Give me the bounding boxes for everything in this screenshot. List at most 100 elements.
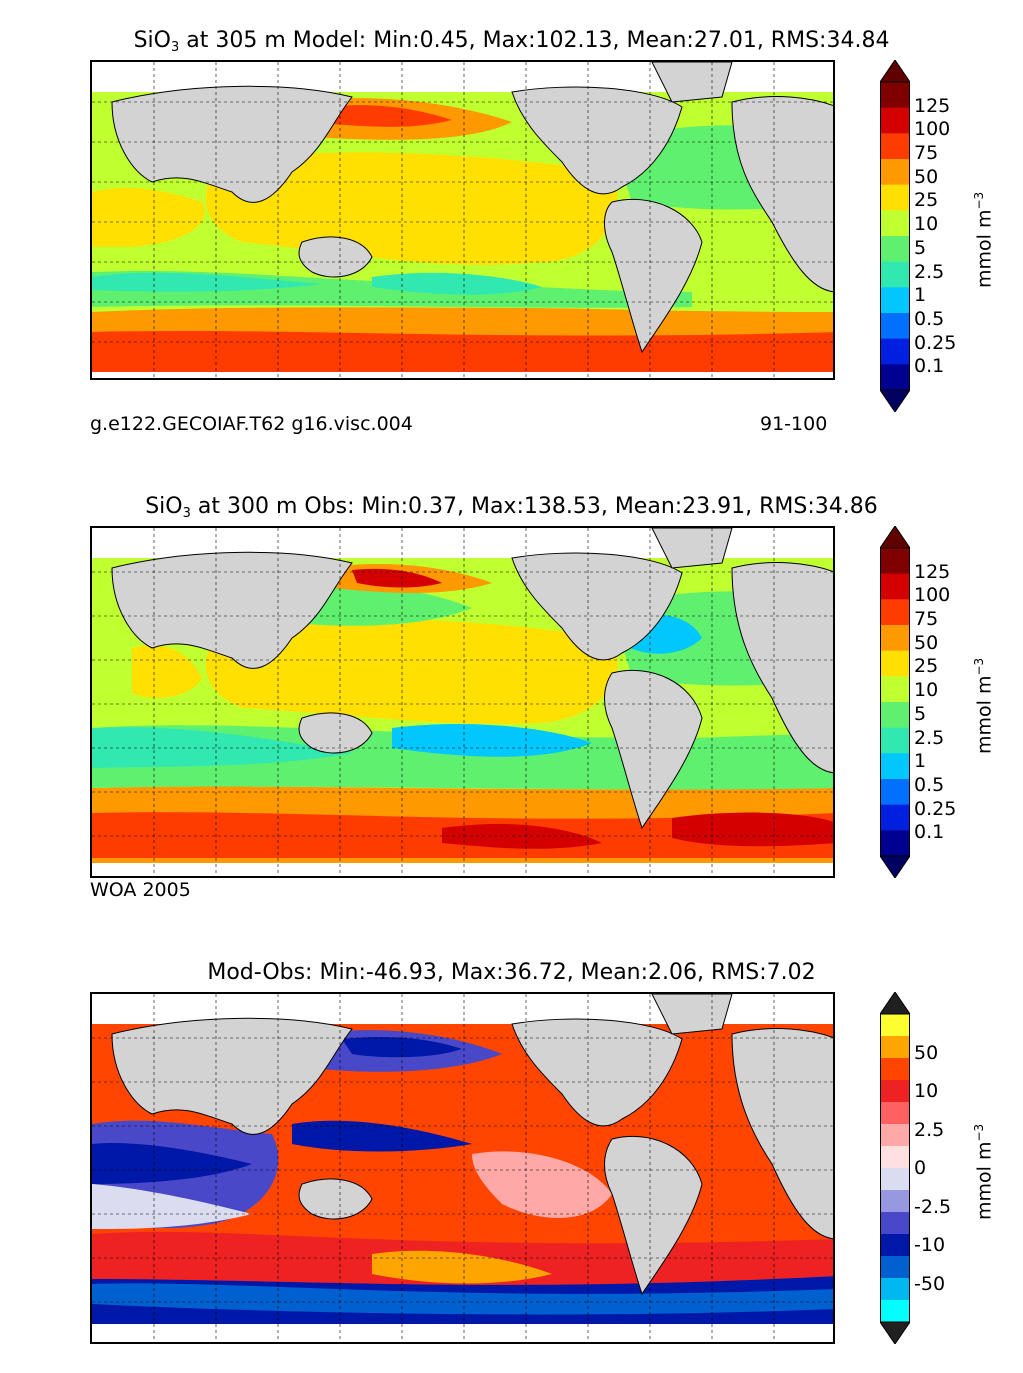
colorbar-1-svg <box>879 59 911 413</box>
colorbar-tick-label: 25 <box>914 655 939 678</box>
australia-land <box>298 712 373 754</box>
africa-europe-land <box>731 96 833 293</box>
panel-2-grid <box>92 528 833 876</box>
colorbar-tick-label: 5 <box>914 702 927 725</box>
colorbar-segment <box>880 159 910 186</box>
colorbar-segment <box>880 804 910 831</box>
colorbar-segment <box>880 287 910 314</box>
colorbar-extend-top <box>879 525 911 549</box>
south-indian-low <box>92 272 322 292</box>
colorbar-tick-label: 0.25 <box>914 797 957 820</box>
colorbar-segment <box>880 702 910 729</box>
south-pacific-low <box>392 723 592 757</box>
colorbar-segment <box>880 1124 910 1147</box>
panel-2-map <box>90 526 835 878</box>
colorbar-segment <box>880 779 910 806</box>
colorbar-extend-top <box>879 59 911 83</box>
colorbar-3-unit: mmol m−3 <box>972 1123 996 1220</box>
southern-ocean-high <box>92 330 833 372</box>
colorbar-3-svg <box>879 991 911 1345</box>
africa-europe-land <box>731 562 833 774</box>
colorbar-outline <box>880 547 910 857</box>
panel-1-grid <box>92 62 833 378</box>
colorbar-segment <box>880 548 910 575</box>
colorbar-tick-label: 2.5 <box>914 260 945 283</box>
colorbar-segment <box>880 676 910 703</box>
colorbar-tick-label: 2.5 <box>914 726 945 749</box>
colorbar-tick-label: 100 <box>914 584 951 607</box>
panel-3-map-svg <box>92 994 833 1342</box>
colorbar-1-unit: mmol m−3 <box>972 191 996 288</box>
australia-land <box>298 1178 373 1220</box>
colorbar-segment <box>880 338 910 365</box>
colorbar-segment <box>880 830 910 857</box>
colorbar-segment <box>880 1300 910 1323</box>
colorbar-tick-label: 100 <box>914 118 951 141</box>
panel-2-map-svg <box>92 528 833 876</box>
colorbar-segment <box>880 625 910 652</box>
colorbar-tick-label: -2.5 <box>914 1195 952 1218</box>
colorbar-segment <box>880 1168 910 1191</box>
colorbar-tick-label: 75 <box>914 142 939 165</box>
colorbar-segment <box>880 1036 910 1059</box>
colorbar-tick-label: 0.5 <box>914 773 945 796</box>
colorbar-segment <box>880 313 910 340</box>
colorbar-tick-label: -10 <box>914 1234 946 1256</box>
colorbar-segment <box>880 364 910 391</box>
colorbar-tick-label: 125 <box>914 560 951 583</box>
australia-land <box>298 236 373 278</box>
indian-high <box>132 645 202 698</box>
north-pacific-neg-core <box>342 1037 462 1058</box>
north-america-land <box>511 552 683 661</box>
colorbar-segment <box>880 1234 910 1257</box>
panel-1-map <box>90 60 835 380</box>
north-pacific-high <box>352 568 442 588</box>
panel-2-title: SiO3 at 300 m Obs: Min:0.37, Max:138.53,… <box>145 494 878 521</box>
colorbar-tick-label: 0.5 <box>914 307 945 330</box>
antarctic-missing <box>92 1324 833 1342</box>
colorbar-segment <box>880 82 910 109</box>
panel-1-title: SiO3 at 305 m Model: Min:0.45, Max:102.1… <box>133 28 890 55</box>
south-pacific-pos <box>372 1250 552 1284</box>
colorbar-tick-label: 10 <box>914 213 939 236</box>
colorbar-tick-label: 75 <box>914 608 939 631</box>
africa-europe-land <box>731 1028 833 1240</box>
colorbar-segment <box>880 107 910 134</box>
colorbar-segment <box>880 1146 910 1169</box>
colorbar-tick-label: 50 <box>914 165 939 188</box>
colorbar-segment <box>880 650 910 677</box>
panel-1-caption-right: 91-100 <box>760 413 828 435</box>
colorbar-tick-label: 25 <box>914 189 939 212</box>
colorbar-outline <box>880 1013 910 1323</box>
colorbar-tick-label: 1 <box>914 750 927 773</box>
colorbar-tick-label: 0.1 <box>914 821 945 844</box>
colorbar-extend-top <box>879 991 911 1015</box>
colorbar-segment <box>880 1212 910 1235</box>
eurasia-land <box>111 551 353 669</box>
colorbar-segment <box>880 133 910 160</box>
colorbar-extend-bottom <box>879 389 911 413</box>
colorbar-tick-label: 125 <box>914 94 951 117</box>
colorbar-segment <box>880 261 910 288</box>
colorbar-tick-label: 0.1 <box>914 355 945 378</box>
colorbar-segment <box>880 1058 910 1081</box>
colorbar-tick-label: 0 <box>914 1157 927 1179</box>
colorbar-segment <box>880 1190 910 1213</box>
colorbar-segment <box>880 1278 910 1301</box>
indian-high <box>92 187 205 247</box>
colorbar-extend-bottom <box>879 855 911 879</box>
colorbar-tick-label: 10 <box>914 679 939 702</box>
colorbar-segment <box>880 727 910 754</box>
southern-max-atl <box>672 812 833 847</box>
indian-neg-core <box>92 1143 252 1184</box>
panel-3-grid <box>92 994 833 1342</box>
south-indian-low <box>92 727 352 768</box>
colorbar-1 <box>879 59 911 416</box>
colorbar-tick-label: 50 <box>914 1041 939 1064</box>
colorbar-2 <box>879 525 911 882</box>
colorbar-segment <box>880 753 910 780</box>
south-america-land <box>604 198 703 354</box>
panel-3-title: Mod-Obs: Min:-46.93, Max:36.72, Mean:2.0… <box>207 960 816 985</box>
eurasia-land <box>111 1017 353 1135</box>
panel-3-map <box>90 992 835 1344</box>
